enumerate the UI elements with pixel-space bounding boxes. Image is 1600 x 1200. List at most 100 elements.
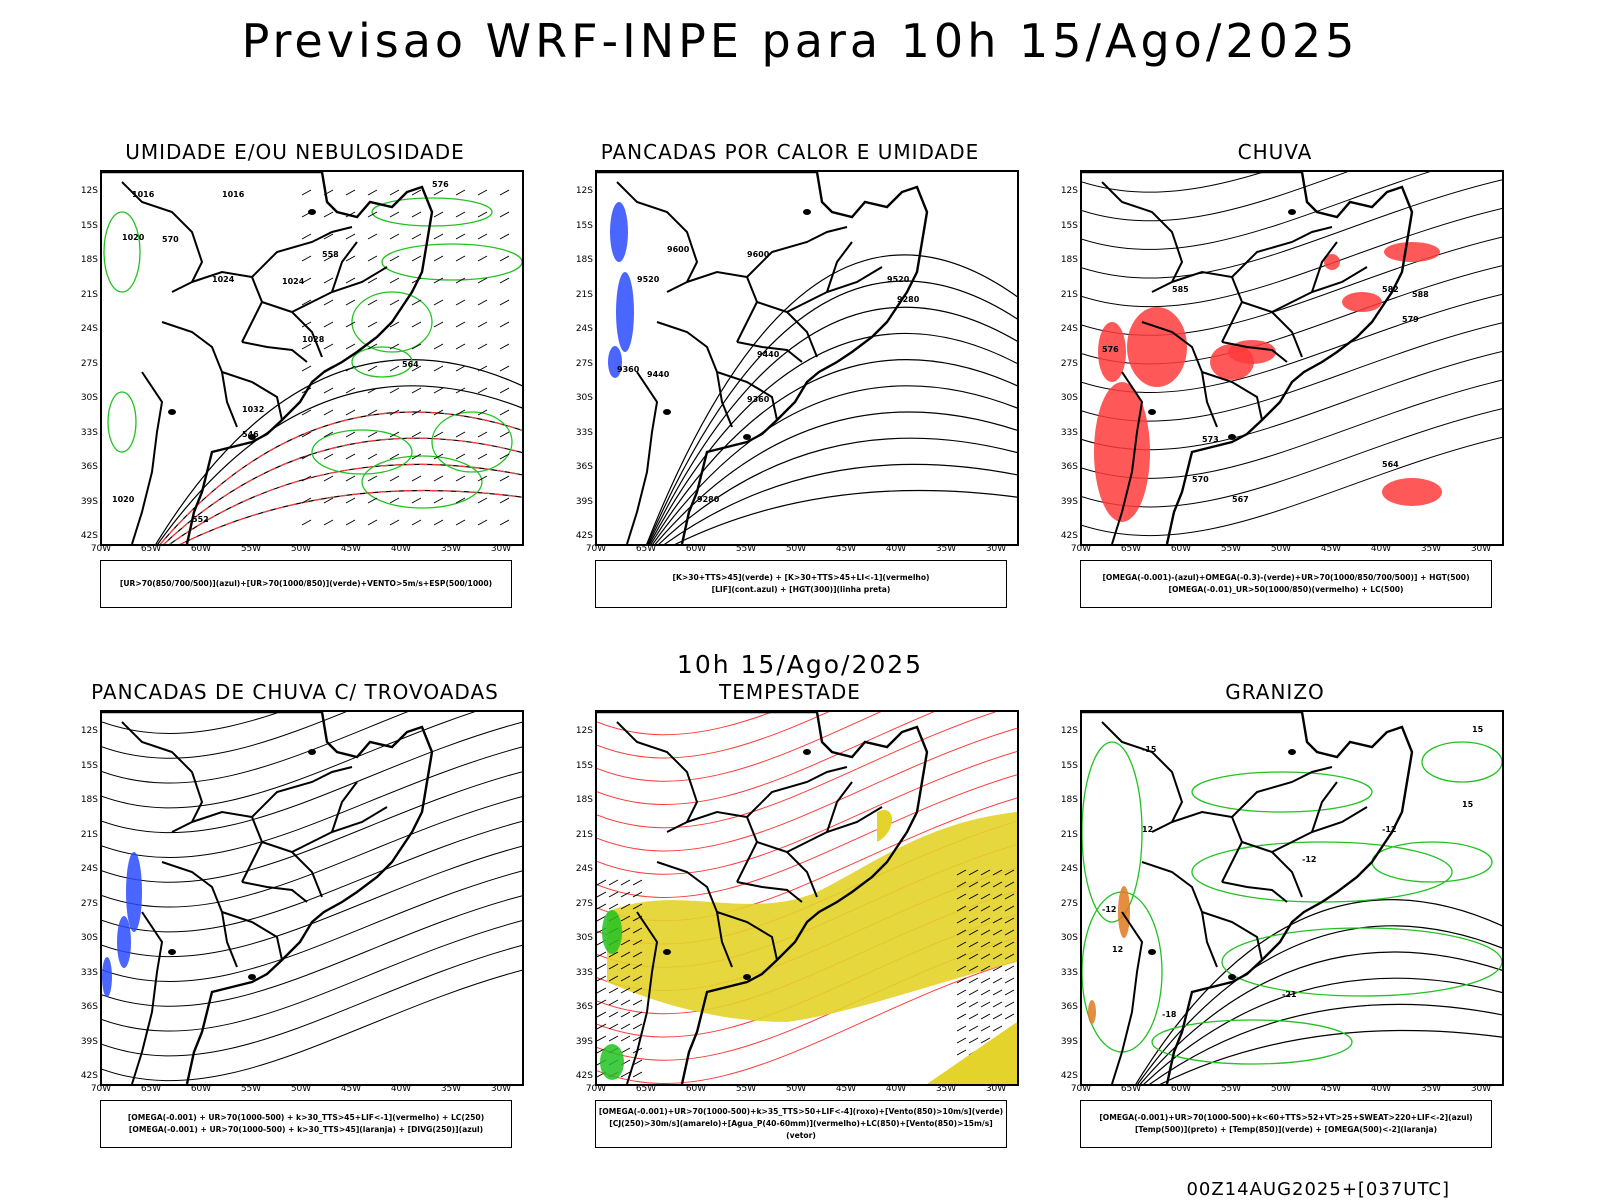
wind-vector xyxy=(1004,953,1015,960)
wind-vector xyxy=(980,953,991,960)
wind-vector xyxy=(968,1025,979,1032)
lat-tick-label: 36S xyxy=(575,462,593,472)
map-chuva[interactable]: 585 582 579 576 573 570 567 564 588 xyxy=(1080,170,1504,546)
wind-vector xyxy=(301,431,312,438)
wind-vector xyxy=(455,475,466,482)
lat-tick-label: 39S xyxy=(1060,496,1078,507)
panel-legend: [OMEGA(-0.001) + UR>70(1000-500) + k>30_… xyxy=(100,1100,512,1148)
lat-tick-label: 33S xyxy=(80,967,98,978)
hgt300-contour xyxy=(652,385,1017,544)
wind-vector xyxy=(632,1023,643,1030)
wind-vector xyxy=(956,1037,967,1044)
wind-vector xyxy=(345,475,356,482)
wind-vector xyxy=(389,431,400,438)
border-line xyxy=(736,341,803,363)
streamline xyxy=(597,712,774,736)
border-line xyxy=(251,766,353,818)
lon-tick-label: 55W xyxy=(735,544,757,554)
lat-tick-label: 33S xyxy=(1060,427,1078,438)
coastline xyxy=(1082,712,1414,1084)
border-line xyxy=(121,721,204,833)
border-line xyxy=(1201,911,1263,961)
contour-label: -12 xyxy=(1102,905,1116,914)
wind-vector xyxy=(632,927,643,934)
border-line xyxy=(616,721,699,833)
lat-tick-label: 18S xyxy=(80,255,98,265)
lat-tick-label: 12S xyxy=(1060,726,1078,736)
hgt300-contour xyxy=(646,280,1017,544)
wind-vector xyxy=(956,869,967,876)
hgt300-contour xyxy=(648,332,1017,544)
thickness-contour xyxy=(159,411,522,544)
wind-vector xyxy=(411,343,422,350)
map-umidade[interactable]: 1016101610201024102410281032102057055854… xyxy=(100,170,524,546)
wind-vector xyxy=(455,431,466,438)
border-line xyxy=(826,781,853,833)
temp850-contour xyxy=(1221,927,1502,997)
lat-tick-label: 30S xyxy=(1060,933,1078,943)
lake-marker xyxy=(1228,974,1236,980)
lon-tick-label: 70W xyxy=(1070,544,1092,554)
lake-marker xyxy=(1148,409,1156,415)
wind-vector xyxy=(620,987,631,994)
streamline xyxy=(1082,179,1502,279)
contour-label: -12 xyxy=(1302,855,1316,864)
wind-vector xyxy=(477,211,488,218)
wind-vector xyxy=(301,497,312,504)
contour-label: 567 xyxy=(1232,495,1249,504)
lake-marker xyxy=(248,434,256,440)
lat-tick-label: 24S xyxy=(1060,864,1078,874)
lon-tick-label: 40W xyxy=(390,544,412,554)
wind-vector xyxy=(968,905,979,912)
lon-tick-label: 35W xyxy=(935,1084,957,1094)
wind-vector xyxy=(620,903,631,910)
valid-time-label: 10h 15/Ago/2025 xyxy=(676,650,924,679)
map-pancadas-calor[interactable]: 9600 9600 9520 9520 9440 9440 9360 9280 9280 9360 xyxy=(595,170,1019,546)
wind-vector xyxy=(968,869,979,876)
lon-tick-label: 35W xyxy=(935,544,957,554)
temp850-contour xyxy=(1191,841,1453,903)
map-granizo[interactable]: -15 -12 -12 -12 -18 -21 15 15 12 12 xyxy=(1080,710,1504,1086)
wind-vector xyxy=(389,475,400,482)
panel-granizo: GRANIZO 12S 15S 18S 21S 24S 27S 30S 33S 36S 39S 42S… xyxy=(1040,680,1510,1160)
wind-vector xyxy=(968,1001,979,1008)
map-trovoadas[interactable] xyxy=(100,710,524,1086)
lake-marker xyxy=(308,749,316,755)
lat-tick-label: 42S xyxy=(575,531,593,541)
wind-vector xyxy=(608,975,619,982)
wind-vector xyxy=(620,1071,631,1078)
rain-area xyxy=(1324,254,1340,270)
map-tempestade[interactable] xyxy=(595,710,1019,1086)
wind-vector xyxy=(323,211,334,218)
wind-vector xyxy=(323,475,334,482)
wind-vector xyxy=(632,891,643,898)
contour-label: 570 xyxy=(162,235,179,244)
streamline xyxy=(102,845,522,958)
lon-tick-label: 60W xyxy=(1170,1084,1192,1094)
hgt300-contour xyxy=(647,306,1017,544)
border-line xyxy=(1271,806,1368,853)
border-line xyxy=(161,321,238,428)
panel-title: UMIDADE E/OU NEBULOSIDADE xyxy=(125,140,465,164)
wind-vector xyxy=(980,941,991,948)
wind-vector xyxy=(455,343,466,350)
lat-tick-label: 12S xyxy=(575,186,593,196)
wind-vector xyxy=(499,255,510,262)
border-line xyxy=(626,371,659,544)
border-line xyxy=(261,841,323,898)
lon-tick-label: 50W xyxy=(785,544,807,554)
lat-tick-label: 30S xyxy=(575,393,593,403)
border-line xyxy=(746,766,848,818)
wind-vector xyxy=(980,965,991,972)
lon-tick-label: 30W xyxy=(1470,1084,1492,1094)
contour-label: 9600 xyxy=(667,245,690,254)
wind-vector xyxy=(597,975,607,982)
wind-vector xyxy=(499,211,510,218)
humidity-contour xyxy=(351,291,433,353)
lake-marker xyxy=(248,974,256,980)
wind-vector xyxy=(433,255,444,262)
border-line xyxy=(241,881,308,903)
panel-chuva: CHUVA 12S 15S 18S 21S 24S 27S 30S 33S 36S 39S 42S 70… xyxy=(1040,140,1510,620)
wind-vector xyxy=(608,891,619,898)
wind-vector xyxy=(597,987,607,994)
